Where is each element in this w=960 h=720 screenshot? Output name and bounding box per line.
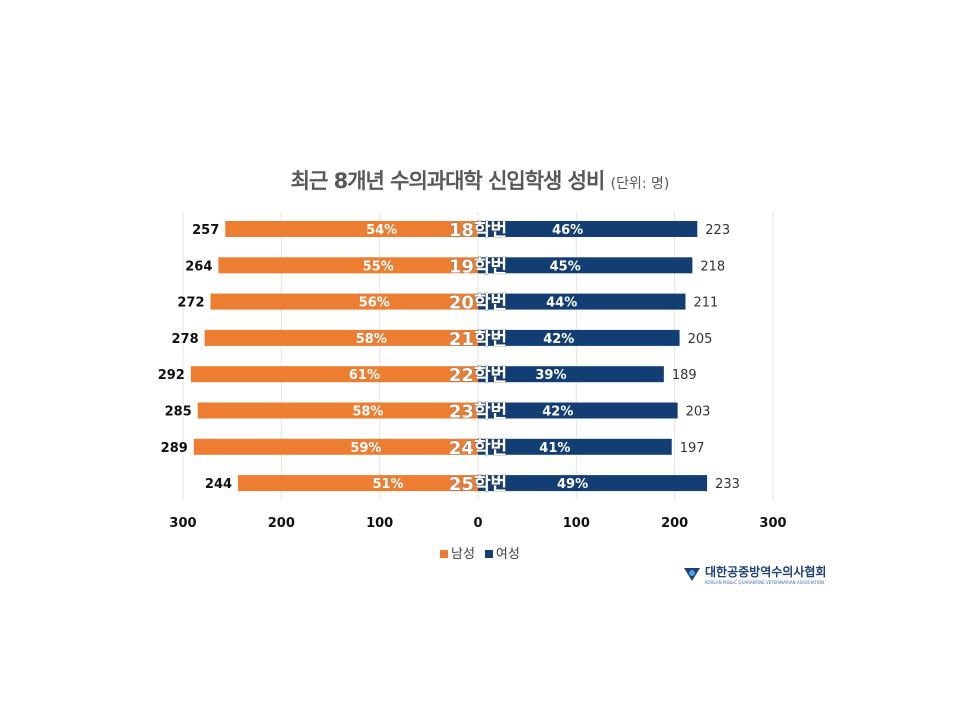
legend-item-female: 여성 — [484, 543, 520, 562]
bar-male — [193, 438, 479, 455]
percent-label-male: 58% — [352, 405, 383, 420]
bar-male — [225, 221, 478, 237]
percent-label-female: 41% — [539, 441, 570, 456]
value-label-male: 257 — [192, 223, 219, 238]
bar-male — [190, 366, 478, 383]
value-label-female: 197 — [680, 441, 705, 456]
bar-female — [478, 475, 708, 492]
value-label-female: 223 — [705, 223, 730, 238]
chart-title: 최근 8개년 수의과대학 신입학생 성비 (단위: 명) — [0, 165, 960, 195]
value-label-female: 205 — [688, 332, 713, 347]
bar-female — [478, 329, 680, 346]
value-label-female: 189 — [672, 368, 697, 383]
value-label-male: 292 — [158, 368, 185, 383]
bar-female — [478, 257, 693, 274]
legend-label: 남성 — [451, 547, 475, 562]
category-label: 25학번 — [449, 473, 507, 495]
percent-label-female: 44% — [546, 296, 577, 311]
value-label-male: 244 — [205, 477, 232, 492]
category-label: 22학번 — [449, 364, 507, 386]
x-tick-label: 0 — [473, 516, 482, 531]
value-label-male: 289 — [161, 441, 188, 456]
percent-label-female: 42% — [542, 405, 573, 420]
shield-logo-icon — [684, 568, 700, 581]
legend: 남성 여성 — [440, 543, 520, 562]
bar-male — [238, 475, 478, 492]
percent-label-male: 56% — [359, 296, 390, 311]
category-label: 18학번 — [449, 219, 507, 241]
percent-label-male: 51% — [372, 477, 403, 492]
x-tick-label: 200 — [268, 516, 295, 531]
category-label: 21학번 — [449, 328, 507, 350]
x-tick-label: 300 — [169, 516, 196, 531]
bar-female — [478, 293, 686, 310]
value-label-female: 203 — [686, 405, 711, 420]
percent-label-female: 46% — [552, 223, 583, 238]
value-label-male: 264 — [185, 259, 212, 274]
value-label-female: 218 — [700, 259, 725, 274]
bar-male — [218, 257, 478, 274]
category-label: 19학번 — [449, 255, 507, 277]
percent-label-male: 61% — [349, 368, 380, 383]
bar-female — [478, 402, 678, 419]
percent-label-male: 58% — [356, 332, 387, 347]
logo-subtitle: KOREAN PUBLIC QUARANTINE VETERINARIAN AS… — [705, 580, 824, 585]
bar-female — [478, 221, 698, 237]
unit-label: (단위: 명) — [610, 176, 670, 192]
association-logo: 대한공중방역수의사협회 KOREAN PUBLIC QUARANTINE VETE… — [683, 563, 826, 585]
value-label-female: 211 — [693, 296, 718, 311]
bar-male — [210, 293, 479, 310]
category-label: 23학번 — [449, 401, 507, 423]
title-text: 최근 8개년 수의과대학 신입학생 성비 — [290, 169, 606, 193]
bar-male — [197, 402, 478, 419]
percent-label-female: 49% — [557, 477, 588, 492]
x-tick-label: 100 — [563, 516, 590, 531]
logo-name: 대한공중방역수의사협회 — [705, 565, 827, 579]
legend-label: 여성 — [495, 547, 520, 562]
bar-male — [204, 329, 478, 346]
x-tick-label: 300 — [759, 516, 786, 531]
percent-label-female: 45% — [550, 259, 581, 274]
value-label-female: 233 — [715, 477, 740, 492]
category-label: 24학번 — [449, 437, 507, 459]
percent-label-female: 42% — [543, 332, 574, 347]
legend-item-male: 남성 — [440, 543, 475, 562]
x-tick-label: 100 — [366, 516, 393, 531]
bar-female — [478, 366, 664, 383]
bar-female — [478, 438, 672, 455]
percent-label-female: 39% — [535, 368, 566, 383]
percent-label-male: 55% — [363, 259, 394, 274]
x-tick-label: 200 — [661, 516, 688, 531]
percent-label-male: 59% — [350, 441, 381, 456]
value-label-male: 278 — [171, 332, 198, 347]
value-label-male: 272 — [177, 296, 204, 311]
percent-label-male: 54% — [366, 223, 397, 238]
category-label: 20학번 — [449, 292, 507, 314]
value-label-male: 285 — [165, 405, 192, 420]
